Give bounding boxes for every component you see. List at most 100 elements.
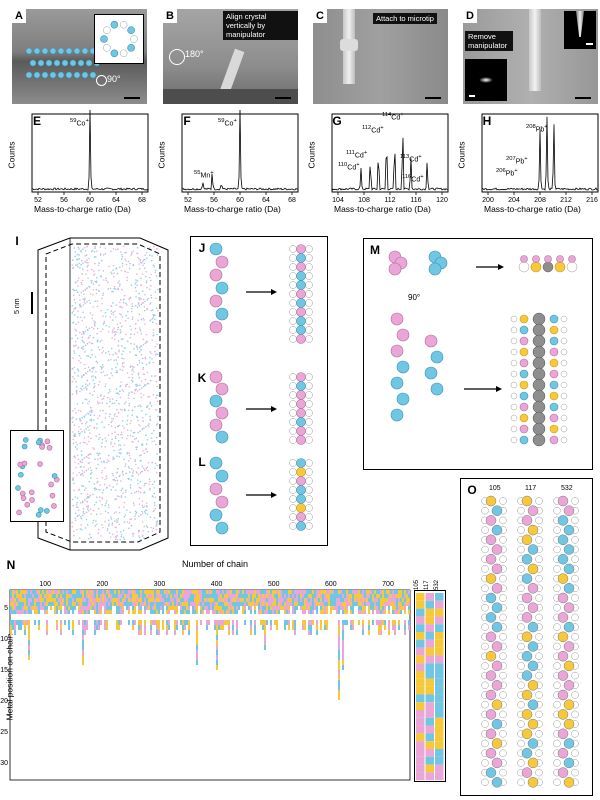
- panel-label-j: J: [198, 241, 206, 255]
- spectrum-tick-label: 52: [34, 197, 42, 204]
- o-chain-atom: [563, 602, 575, 613]
- spectrum-tick-label: 56: [210, 197, 218, 204]
- n-ytick-label: 30: [0, 760, 8, 767]
- o-chain-atom: [557, 631, 569, 643]
- chain-atom-m: [388, 262, 402, 276]
- o-chain-atom: [557, 689, 569, 701]
- panel-a-image: A 90°: [12, 9, 147, 104]
- o-chain-atom: [485, 592, 497, 604]
- lattice-atom: [41, 71, 49, 79]
- o-chain-atom: [491, 699, 503, 710]
- n-xtick-label: 500: [268, 581, 280, 588]
- o-chain-atom: [491, 641, 503, 652]
- rotate-icon-a: [96, 75, 107, 86]
- o-chain-atom: [485, 728, 497, 740]
- ring-atom: [103, 26, 111, 34]
- lattice-atom: [29, 59, 37, 67]
- o-chain-atom: [557, 534, 569, 546]
- panel-label-e: E: [32, 114, 41, 128]
- spectrum-tick-label: 60: [86, 197, 94, 204]
- chain-atom-l: [215, 495, 229, 509]
- rotation-90-label: 90°: [107, 74, 121, 84]
- lattice-atom: [49, 71, 57, 79]
- xlabel-e: Mass-to-charge ratio (Da): [34, 204, 131, 214]
- xlabel-h: Mass-to-charge ratio (Da): [484, 204, 581, 214]
- o-chain-atom: [485, 747, 497, 759]
- ylabel-g: Counts: [306, 141, 317, 169]
- spectrum-trace: [31, 110, 149, 191]
- spectrum-tick-label: 52: [184, 197, 192, 204]
- peak-label-112cd: 112Cd+: [362, 125, 384, 135]
- lattice-atom: [41, 47, 49, 55]
- o-chain-atom: [521, 728, 533, 740]
- lattice-atom: [57, 71, 65, 79]
- panel-m: M 90°: [363, 238, 593, 470]
- chain-atom-j: [209, 268, 223, 282]
- o-chain-atom: [521, 612, 533, 623]
- chain-atom-m: [430, 382, 444, 396]
- o-chain-atom: [563, 680, 575, 691]
- chain-atom-j: [209, 294, 223, 308]
- o-chain-atom: [527, 718, 539, 730]
- o-chain-atom: [557, 573, 569, 584]
- chain-columns-o: [481, 495, 579, 788]
- xlabel-g: Mass-to-charge ratio (Da): [334, 204, 431, 214]
- o-chain-atom: [563, 718, 575, 730]
- o-chain-atom: [485, 670, 497, 681]
- panel-d-image: D Remove manipulator: [463, 9, 598, 104]
- chain-atom-k: [215, 430, 229, 444]
- ring-atom: [119, 20, 128, 29]
- lattice-atom: [81, 47, 89, 55]
- panel-label-d: D: [463, 9, 477, 23]
- o-chain-atom: [491, 563, 503, 575]
- chain-models-jkl: [209, 242, 313, 535]
- ring-atom: [100, 35, 108, 43]
- o-chain-atom: [491, 738, 503, 749]
- o-chain-atom: [485, 612, 497, 623]
- panel-label-k: K: [197, 371, 207, 385]
- chain-atom-m: [430, 350, 444, 364]
- zoom-inset: [10, 430, 64, 522]
- mass-spectra-row: 52 56 60 64 68 52 56 60 64 68 104 108 112 116 120 200 20…: [31, 110, 599, 204]
- lattice-atom: [45, 59, 53, 67]
- panel-label-f: F: [183, 114, 191, 128]
- o-chain-atom: [485, 650, 497, 662]
- o-chain-atom: [557, 612, 569, 623]
- chain-atom-j: [209, 242, 223, 256]
- o-chain-atom: [527, 544, 539, 555]
- chain-atom-j: [215, 255, 229, 269]
- peak-label-111cd: 111Cd+: [346, 150, 368, 160]
- o-chain-atom: [485, 553, 497, 565]
- spectrum-h: H 208Pb+ 207Pb+ 206Pb+ Counts Mass-to-ch…: [456, 110, 600, 218]
- o-chain-atom: [485, 573, 497, 584]
- n-ytick-label: 5: [4, 605, 8, 612]
- o-chain-atom: [521, 534, 533, 546]
- substrate-shape: [163, 89, 298, 104]
- panel-label-g: G: [332, 114, 342, 128]
- col-label-105: 105: [489, 485, 501, 492]
- side-label-105: 105: [414, 579, 420, 590]
- o-chain-atom: [521, 670, 533, 681]
- o-chain-atom: [563, 641, 575, 652]
- o-chain-atom: [521, 495, 533, 507]
- peak-label-114cd: 114Cd+: [382, 112, 404, 122]
- panel-c-image: C Attach to microtip: [313, 9, 448, 104]
- xlabel-f: Mass-to-charge ratio (Da): [184, 204, 281, 214]
- lattice-atom: [85, 59, 93, 67]
- spectrum-tick-label: 120: [436, 197, 448, 204]
- spectrum-trace: [181, 110, 299, 191]
- panel-label-m: M: [370, 243, 380, 257]
- o-chain-atom: [491, 777, 503, 788]
- chain-atom-m: [396, 360, 410, 374]
- o-chain-atom: [491, 583, 503, 594]
- o-chain-atom: [563, 583, 575, 594]
- lattice-atom: [89, 71, 97, 79]
- o-chain-atom: [557, 553, 569, 565]
- spectrum-tick-label: 60: [236, 197, 244, 204]
- o-chain-atom: [527, 524, 539, 536]
- o-chain-atom: [563, 757, 575, 769]
- o-chain-atom: [527, 699, 539, 710]
- spectrum-tick-label: 68: [138, 197, 146, 204]
- chain-atom-m: [428, 262, 442, 276]
- ring-atom: [103, 44, 111, 52]
